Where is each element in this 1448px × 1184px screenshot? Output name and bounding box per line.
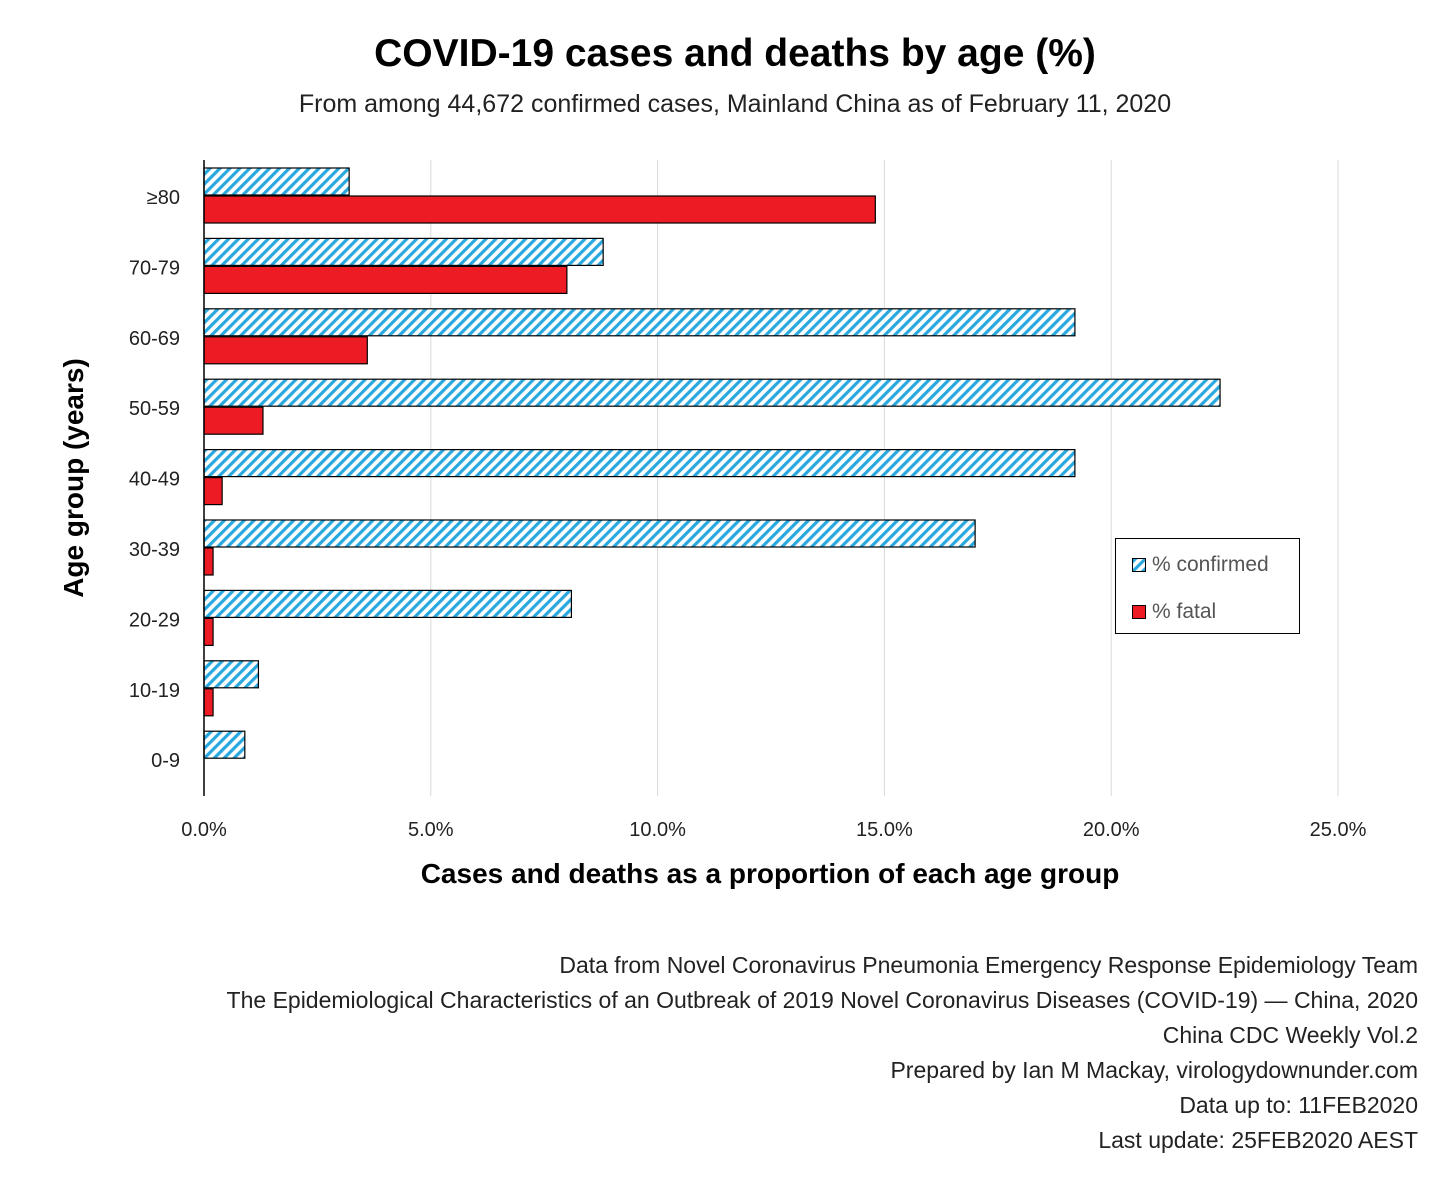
- bar-fatal: [203, 477, 223, 506]
- credit-line: China CDC Weekly Vol.2: [1162, 1022, 1418, 1048]
- x-axis-title: Cases and deaths as a proportion of each…: [421, 858, 1120, 889]
- bar-confirmed: [203, 660, 260, 689]
- credit-line: Last update: 25FEB2020 AEST: [1098, 1127, 1418, 1153]
- legend-swatch-confirmed: [1132, 558, 1146, 572]
- bar-fatal: [203, 265, 568, 294]
- y-tick-label: 0-9: [151, 750, 180, 772]
- bar-confirmed: [203, 519, 976, 548]
- legend-item-confirmed: % confirmed: [1132, 553, 1269, 577]
- y-tick-label: 30-39: [129, 539, 180, 561]
- bar-fatal: [203, 406, 264, 435]
- bar-confirmed: [203, 378, 1221, 407]
- bar-confirmed: [203, 308, 1076, 337]
- bar-fatal: [203, 336, 368, 365]
- credit-line: Prepared by Ian M Mackay, virologydownun…: [890, 1057, 1418, 1083]
- legend-label-fatal: % fatal: [1152, 600, 1217, 623]
- y-tick-label: 10-19: [129, 680, 180, 702]
- bar-fatal: [203, 617, 214, 647]
- bar-confirmed: [203, 449, 1076, 478]
- legend: % confirmed % fatal: [1115, 538, 1300, 634]
- y-tick-label: 60-69: [129, 328, 180, 350]
- legend-swatch-fatal: [1132, 605, 1146, 619]
- x-tick-label: 15.0%: [856, 819, 913, 841]
- chart-title: COVID-19 cases and deaths by age (%): [374, 32, 1096, 75]
- bars: [203, 167, 1221, 759]
- bar-confirmed: [203, 237, 604, 266]
- x-tick-label: 10.0%: [629, 819, 686, 841]
- y-tick-label: 40-49: [129, 469, 180, 491]
- x-tick-label: 5.0%: [408, 819, 454, 841]
- y-tick-label: 70-79: [129, 257, 180, 279]
- y-tick-label: 20-29: [129, 609, 180, 631]
- bar-confirmed: [203, 589, 573, 619]
- bar-fatal: [203, 547, 214, 576]
- credit-line: The Epidemiological Characteristics of a…: [226, 987, 1418, 1013]
- x-tick-label: 0.0%: [181, 819, 227, 841]
- x-tick-label: 20.0%: [1083, 819, 1140, 841]
- legend-item-fatal: % fatal: [1132, 600, 1216, 624]
- credit-line: Data up to: 11FEB2020: [1179, 1092, 1418, 1118]
- y-tick-label: ≥80: [147, 187, 180, 209]
- x-tick-label: 25.0%: [1310, 819, 1367, 841]
- credit-line: Data from Novel Coronavirus Pneumonia Em…: [559, 952, 1418, 978]
- y-tick-label: 50-59: [129, 398, 180, 420]
- bar-confirmed: [203, 730, 246, 759]
- chart-subtitle: From among 44,672 confirmed cases, Mainl…: [298, 90, 1172, 118]
- legend-label-confirmed: % confirmed: [1152, 553, 1269, 576]
- bar-fatal: [203, 195, 876, 224]
- bar-fatal: [203, 688, 214, 717]
- credits: Data from Novel Coronavirus Pneumonia Em…: [227, 948, 1418, 1158]
- labels: 0.0% 5.0% 10.0% 15.0% 20.0% 25.0% ≥80 70-79 60-6…: [58, 187, 1367, 889]
- y-axis-title: Age group (years): [58, 358, 89, 598]
- bar-confirmed: [203, 167, 350, 196]
